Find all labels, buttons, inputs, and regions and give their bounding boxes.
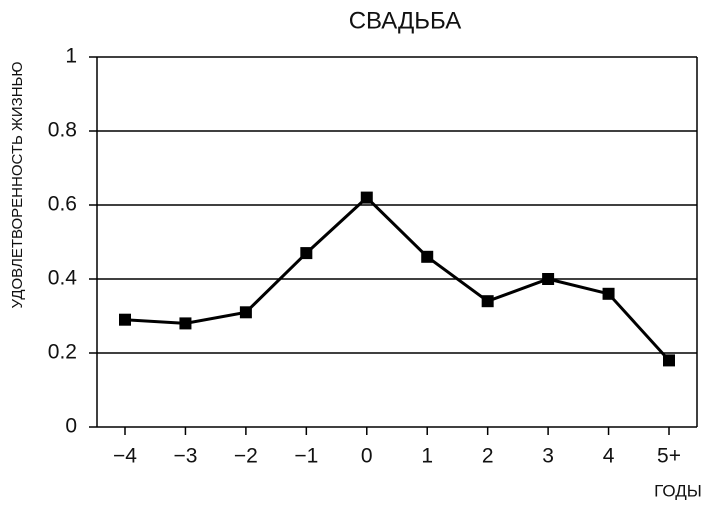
- marker: [300, 247, 313, 260]
- y-tick-label: 0.6: [48, 193, 77, 216]
- x-tick-label: −2: [234, 445, 258, 468]
- marker: [421, 250, 434, 263]
- data-line: [124, 195, 671, 362]
- chart-title: СВАДЬБА: [349, 7, 462, 34]
- x-tick-label: −4: [113, 445, 137, 468]
- x-tick-label: −3: [173, 445, 197, 468]
- x-tick-label: 5+: [657, 445, 681, 468]
- x-axis-label: ГОДЫ: [654, 481, 702, 500]
- x-tick-label: −1: [294, 445, 318, 468]
- marker: [602, 287, 615, 300]
- y-tick-label: 0: [65, 415, 77, 438]
- y-tick-label: 0.2: [48, 341, 77, 364]
- y-tick-label: 1: [65, 45, 77, 68]
- marker: [481, 295, 494, 308]
- x-tick-label: 4: [603, 445, 615, 468]
- marker: [239, 306, 252, 319]
- x-tick-label: 1: [421, 445, 433, 468]
- marker: [179, 317, 192, 330]
- x-tick-label: 2: [482, 445, 494, 468]
- marker: [360, 191, 373, 204]
- x-tick-label: 3: [542, 445, 554, 468]
- marker: [542, 273, 555, 285]
- y-tick-label: 0.8: [48, 119, 77, 142]
- x-tick-label: 0: [361, 445, 373, 468]
- y-tick-label: 0.4: [48, 267, 78, 290]
- y-axis-label: УДОВЛЕТВОРЕННОСТЬ ЖИЗНЬЮ: [9, 61, 26, 308]
- marker: [119, 313, 131, 326]
- marker: [663, 354, 675, 367]
